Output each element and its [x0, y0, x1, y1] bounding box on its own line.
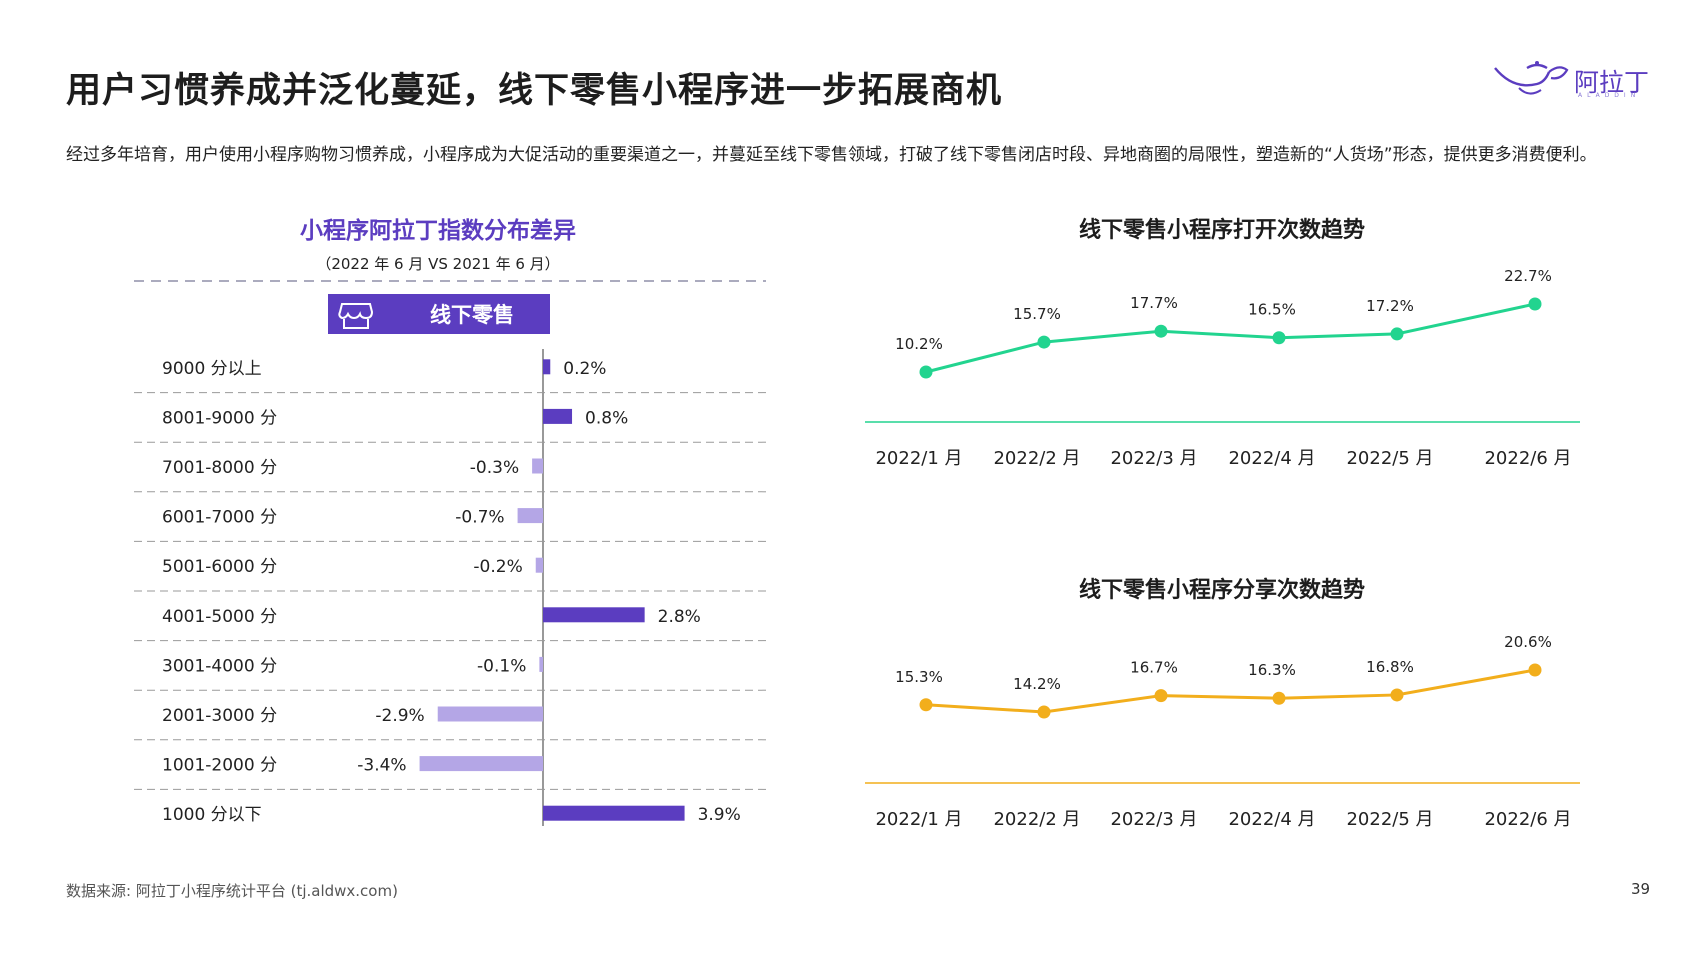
store-icon — [338, 303, 374, 329]
category-label: 2001-3000 分 — [162, 706, 277, 726]
open-trend-chart: 线下零售小程序打开次数趋势 10.2% 2022/1 月 15.7% 2022/2 月 1… — [865, 217, 1580, 469]
page-title: 用户习惯养成并泛化蔓延，线下零售小程序进一步拓展商机 — [66, 71, 1003, 111]
series-line — [925, 302, 1536, 374]
point-value-label: 16.3% — [1248, 661, 1296, 679]
point-value-label: 14.2% — [1013, 675, 1061, 693]
trend-chart-title: 线下零售小程序打开次数趋势 — [1079, 217, 1365, 243]
category-label: 8001-9000 分 — [162, 408, 277, 428]
point-value-label: 16.8% — [1366, 658, 1414, 676]
x-tick-label: 2022/1 月 — [875, 809, 962, 830]
data-point — [1528, 297, 1542, 311]
bar-value-label: -0.1% — [477, 656, 526, 676]
bar-value-label: -2.9% — [375, 706, 424, 726]
store-icon-body — [343, 319, 369, 329]
bar — [543, 408, 573, 424]
data-source: 数据来源: 阿拉丁小程序统计平台 (tj.aldwx.com) — [66, 882, 398, 900]
category-label: 1000 分以下 — [162, 805, 262, 825]
store-icon-awning — [338, 303, 374, 320]
trend-chart-title: 线下零售小程序分享次数趋势 — [1079, 577, 1365, 603]
logo-subtext: ALADDIN — [1578, 92, 1641, 99]
x-tick-label: 2022/5 月 — [1346, 809, 1433, 830]
data-point — [1390, 688, 1404, 702]
dist-chart-title: 小程序阿拉丁指数分布差异 — [300, 217, 576, 244]
x-tick-label: 2022/5 月 — [1346, 448, 1433, 469]
bar — [543, 359, 551, 375]
point-value-label: 16.5% — [1248, 301, 1296, 319]
bar — [543, 805, 685, 821]
bar-value-label: -3.4% — [357, 756, 406, 776]
data-point — [1037, 335, 1051, 349]
x-tick-label: 2022/3 月 — [1110, 448, 1197, 469]
x-tick-label: 2022/3 月 — [1110, 809, 1197, 830]
category-label: 6001-7000 分 — [162, 508, 277, 528]
bar — [535, 557, 543, 573]
data-point — [1037, 705, 1051, 719]
data-point — [1154, 689, 1168, 703]
bar — [419, 756, 543, 772]
bar-value-label: 3.9% — [698, 805, 741, 825]
bar — [543, 607, 645, 623]
x-tick-label: 2022/4 月 — [1228, 448, 1315, 469]
category-label: 7001-8000 分 — [162, 458, 277, 478]
point-value-label: 22.7% — [1504, 267, 1552, 285]
data-point — [1390, 327, 1404, 341]
bar — [437, 706, 543, 722]
page-number: 39 — [1631, 880, 1651, 898]
point-value-label: 17.7% — [1130, 294, 1178, 312]
x-tick-label: 2022/2 月 — [993, 809, 1080, 830]
point-value-label: 20.6% — [1504, 633, 1552, 651]
data-point — [919, 698, 933, 712]
bar-value-label: -0.7% — [455, 508, 504, 528]
category-label: 4001-5000 分 — [162, 607, 277, 627]
data-point — [919, 365, 933, 379]
category-label: 1001-2000 分 — [162, 756, 277, 776]
data-point — [1528, 663, 1542, 677]
x-tick-label: 2022/4 月 — [1228, 809, 1315, 830]
category-label: 9000 分以上 — [162, 359, 262, 379]
bar-value-label: -0.2% — [473, 557, 522, 577]
bar-value-label: -0.3% — [470, 458, 519, 478]
data-point — [1272, 331, 1286, 345]
bar — [539, 656, 543, 672]
distribution-chart: 小程序阿拉丁指数分布差异 （2022 年 6 月 VS 2021 年 6 月） 线下… — [134, 217, 766, 826]
bar-value-label: 2.8% — [658, 607, 701, 627]
point-value-label: 10.2% — [895, 335, 943, 353]
bar-value-label: 0.2% — [563, 359, 606, 379]
intro-paragraph: 经过多年培育，用户使用小程序购物习惯养成，小程序成为大促活动的重要渠道之一，并蔓… — [66, 145, 1597, 165]
dist-chart-subtitle: （2022 年 6 月 VS 2021 年 6 月） — [316, 255, 559, 273]
aladdin-lamp-icon — [1494, 61, 1569, 95]
point-value-label: 15.7% — [1013, 305, 1061, 323]
data-point — [1154, 324, 1168, 338]
point-value-label: 16.7% — [1130, 659, 1178, 677]
data-point — [1272, 691, 1286, 705]
bar — [517, 508, 543, 524]
category-label: 3001-4000 分 — [162, 656, 277, 676]
point-value-label: 15.3% — [895, 668, 943, 686]
category-label: 5001-6000 分 — [162, 557, 277, 577]
logo-text: 阿拉丁 — [1574, 68, 1650, 97]
bar-value-label: 0.8% — [585, 408, 628, 428]
share-trend-chart: 线下零售小程序分享次数趋势 15.3% 2022/1 月 14.2% 2022/2 月 1… — [865, 577, 1580, 830]
x-tick-label: 2022/6 月 — [1484, 448, 1571, 469]
legend-label: 线下零售 — [430, 303, 514, 327]
bar — [532, 458, 543, 474]
x-tick-label: 2022/6 月 — [1484, 809, 1571, 830]
series-line — [925, 668, 1536, 714]
x-tick-label: 2022/2 月 — [993, 448, 1080, 469]
point-value-label: 17.2% — [1366, 297, 1414, 315]
x-tick-label: 2022/1 月 — [875, 448, 962, 469]
